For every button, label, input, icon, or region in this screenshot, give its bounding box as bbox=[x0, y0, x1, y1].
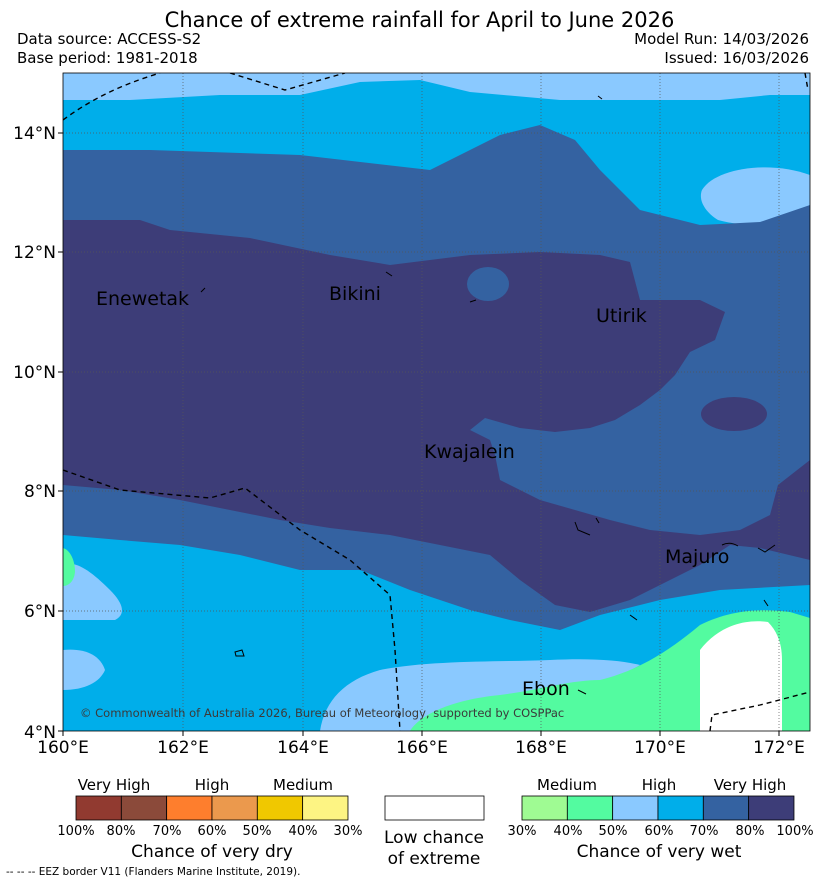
legend-wet-swatch-0 bbox=[521, 795, 568, 821]
header-left: Data source: ACCESS-S2 Base period: 1981… bbox=[17, 30, 201, 68]
legend-dry-tick-80: 80% bbox=[107, 824, 136, 839]
rainfall-map[interactable] bbox=[63, 73, 810, 731]
legend-wet-tick-40: 40% bbox=[554, 824, 583, 839]
legend-dry-swatch-1 bbox=[120, 795, 168, 821]
legend-dry-swatch-4 bbox=[256, 795, 304, 821]
legend-wet-very-high: Very High bbox=[714, 776, 787, 794]
place-utirik: Utirik bbox=[596, 305, 647, 327]
lon-label-170e: 170°E bbox=[634, 738, 686, 758]
region-very-high-wet bbox=[63, 220, 810, 612]
legend-wet-swatch-3 bbox=[657, 795, 704, 821]
legend-dry-tick-100: 100% bbox=[57, 824, 94, 839]
legend-wet: Medium High Very High 30% 40% 50% 60% 70… bbox=[508, 776, 814, 862]
region-light-blue-southwest bbox=[63, 649, 105, 690]
legend-wet-tick-30: 30% bbox=[508, 824, 537, 839]
legend-wet-tick-50: 50% bbox=[599, 824, 628, 839]
legend-dry-very-high: Very High bbox=[78, 776, 151, 794]
legend-wet-caption: Chance of very wet bbox=[577, 842, 742, 862]
legend-neutral-swatch bbox=[384, 795, 485, 821]
legend-wet-swatch-1 bbox=[566, 795, 614, 821]
lon-label-168e: 168°E bbox=[515, 738, 567, 758]
place-ebon: Ebon bbox=[522, 678, 570, 700]
region-dark-blue-hole-north bbox=[467, 267, 509, 301]
islands bbox=[200, 95, 776, 695]
legend-wet-tick-100: 100% bbox=[776, 824, 813, 839]
header-right: Model Run: 14/03/2026 Issued: 16/03/2026 bbox=[634, 30, 809, 68]
place-enewetak: Enewetak bbox=[96, 288, 189, 310]
lon-label-172e: 172°E bbox=[753, 738, 805, 758]
eez-footnote: -- -- -- EEZ border V11 (Flanders Marine… bbox=[6, 866, 301, 878]
place-majuro: Majuro bbox=[665, 546, 729, 568]
issued-date: Issued: 16/03/2026 bbox=[664, 49, 809, 67]
lon-label-166e: 166°E bbox=[396, 738, 448, 758]
legend-neutral-line1: Low chance bbox=[384, 828, 484, 848]
copyright-notice: © Commonwealth of Australia 2026, Bureau… bbox=[80, 706, 564, 720]
region-low-chance bbox=[700, 621, 782, 731]
lat-label-10n: 10°N bbox=[13, 363, 56, 383]
legend-dry-medium: Medium bbox=[273, 776, 333, 794]
region-blue-spot bbox=[369, 89, 397, 101]
legend-wet-swatch-2 bbox=[612, 795, 659, 821]
legend-wet-high: High bbox=[642, 776, 676, 794]
region-light-blue-south bbox=[320, 659, 640, 731]
legend-wet-swatch-4 bbox=[702, 795, 750, 821]
legend-wet-tick-60: 60% bbox=[645, 824, 674, 839]
region-dark-blue-hole-south bbox=[648, 433, 696, 467]
legend-dry-caption: Chance of very dry bbox=[131, 842, 293, 862]
lon-label-160e: 160°E bbox=[37, 738, 89, 758]
region-light-blue-west bbox=[63, 563, 122, 620]
map-frame bbox=[62, 72, 811, 732]
legend-neutral-line2: of extreme bbox=[388, 849, 481, 869]
region-green-west bbox=[63, 548, 75, 586]
legend-wet-medium: Medium bbox=[537, 776, 597, 794]
place-kwajalein: Kwajalein bbox=[424, 441, 515, 463]
legend-neutral: Low chance of extreme bbox=[384, 795, 485, 869]
data-source: Data source: ACCESS-S2 bbox=[17, 30, 202, 48]
base-period: Base period: 1981-2018 bbox=[17, 49, 198, 67]
legend-dry-tick-60: 60% bbox=[198, 824, 227, 839]
model-run: Model Run: 14/03/2026 bbox=[634, 30, 809, 48]
region-light-blue-east bbox=[700, 167, 810, 226]
legend-dry-tick-50: 50% bbox=[243, 824, 272, 839]
legend-wet-tick-80: 80% bbox=[736, 824, 765, 839]
legend-dry-high: High bbox=[195, 776, 229, 794]
lat-label-12n: 12°N bbox=[13, 243, 56, 263]
lon-label-162e: 162°E bbox=[157, 738, 209, 758]
legend-dry-tick-30: 30% bbox=[334, 824, 363, 839]
lat-label-4n: 4°N bbox=[24, 723, 56, 743]
legend-dry-swatch-2 bbox=[166, 795, 213, 821]
legend-dry: Very High High Medium 100% 80% 70% 60% 5… bbox=[57, 776, 362, 862]
legend-wet-swatch-5 bbox=[748, 795, 795, 821]
axis-ticks bbox=[58, 132, 780, 736]
place-bikini: Bikini bbox=[329, 283, 381, 305]
lat-label-8n: 8°N bbox=[24, 482, 56, 502]
legend-dry-tick-70: 70% bbox=[153, 824, 182, 839]
legend-wet-tick-70: 70% bbox=[690, 824, 719, 839]
eez-border bbox=[63, 73, 810, 731]
lon-label-164e: 164°E bbox=[277, 738, 329, 758]
legend-dry-tick-40: 40% bbox=[289, 824, 318, 839]
legend-dry-swatch-5 bbox=[302, 795, 349, 821]
region-very-high-wet-east bbox=[701, 397, 767, 431]
lat-label-14n: 14°N bbox=[13, 124, 56, 144]
legend-dry-swatch-0 bbox=[75, 795, 122, 821]
legend-dry-swatch-3 bbox=[211, 795, 258, 821]
map-title: Chance of extreme rainfall for April to … bbox=[164, 8, 675, 32]
lat-label-6n: 6°N bbox=[24, 602, 56, 622]
